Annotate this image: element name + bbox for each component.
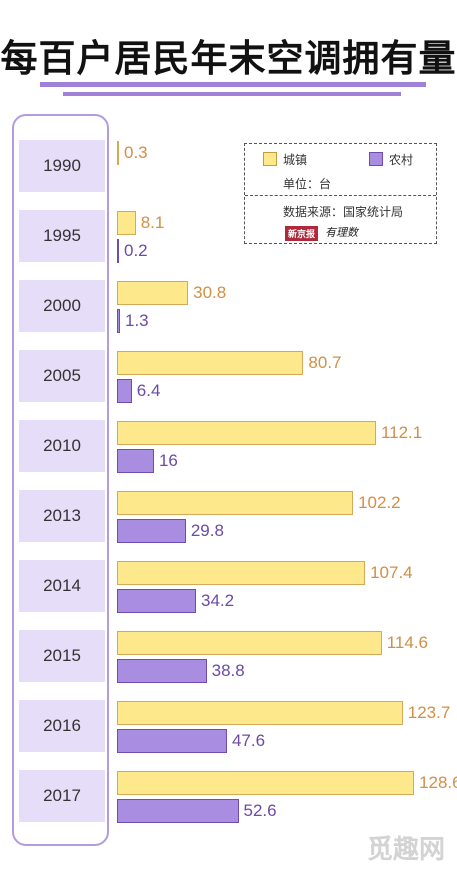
bar-urban (117, 561, 366, 585)
legend-swatch-rural (369, 152, 383, 166)
bar-urban (117, 771, 415, 795)
value-label-rural: 38.8 (211, 661, 245, 680)
bar-rural (117, 379, 132, 403)
value-label-rural: 1.3 (125, 311, 149, 330)
publisher-column-logo: 有理数 (325, 226, 358, 239)
publisher-logo: 新京报 (285, 226, 319, 241)
bar-rural (117, 729, 227, 753)
bar-urban (117, 701, 403, 725)
year-label: 2017 (19, 770, 105, 822)
value-label-rural: 52.6 (243, 801, 277, 820)
bar-urban (117, 211, 136, 235)
value-label-urban: 30.8 (193, 283, 227, 302)
bar-rural (117, 309, 120, 333)
bar-rural (117, 449, 154, 473)
value-label-urban: 114.6 (386, 633, 428, 652)
value-label-urban: 112.1 (380, 423, 423, 442)
legend-divider (245, 195, 436, 196)
value-label-urban: 80.7 (308, 353, 342, 372)
value-label-urban: 8.1 (140, 213, 165, 232)
value-label-urban: 102.2 (358, 493, 401, 512)
bar-urban (117, 491, 354, 515)
value-label-rural: 47.6 (231, 731, 266, 750)
value-label-rural: 16 (158, 451, 178, 470)
legend-label-rural: 农村 (389, 153, 414, 167)
bar-rural (117, 519, 186, 543)
bar-urban (117, 141, 119, 165)
year-label: 2010 (19, 420, 105, 472)
year-label: 2014 (19, 560, 105, 612)
source-note: 数据来源：国家统计局 (283, 205, 404, 219)
year-label: 2013 (19, 490, 105, 542)
year-column-frame (12, 114, 109, 846)
year-label: 2005 (19, 350, 105, 402)
value-label-urban: 107.4 (370, 563, 413, 582)
bar-urban (117, 421, 376, 445)
legend-swatch-urban (263, 152, 277, 166)
year-label: 2000 (19, 280, 105, 332)
value-label-urban: 128.6 (419, 773, 457, 792)
value-label-rural: 6.4 (136, 381, 161, 400)
value-label-rural: 0.2 (124, 241, 148, 260)
chart-title: 每百户居民年末空调拥有量 (0, 37, 457, 80)
value-label-urban: 0.3 (124, 143, 148, 162)
bar-rural (117, 239, 119, 263)
bar-urban (117, 281, 189, 305)
year-label: 2015 (19, 630, 105, 682)
year-label: 1990 (19, 140, 105, 192)
value-label-rural: 34.2 (201, 591, 235, 610)
value-label-urban: 123.7 (407, 703, 451, 722)
legend: 城镇 农村 单位：台 数据来源：国家统计局 新京报 有理数 (244, 143, 437, 244)
title-rule-top (40, 82, 426, 87)
bar-urban (117, 631, 382, 655)
unit-note: 单位：台 (283, 177, 332, 191)
title-rule-bottom (63, 92, 401, 96)
legend-label-urban: 城镇 (283, 153, 308, 167)
bar-rural (117, 659, 207, 683)
bar-urban (117, 351, 304, 375)
year-label: 1995 (19, 210, 105, 262)
bar-rural (117, 799, 239, 823)
watermark: 觅趣网 (366, 835, 445, 865)
value-label-rural: 29.8 (190, 521, 224, 540)
year-label: 2016 (19, 700, 105, 752)
bar-rural (117, 589, 196, 613)
